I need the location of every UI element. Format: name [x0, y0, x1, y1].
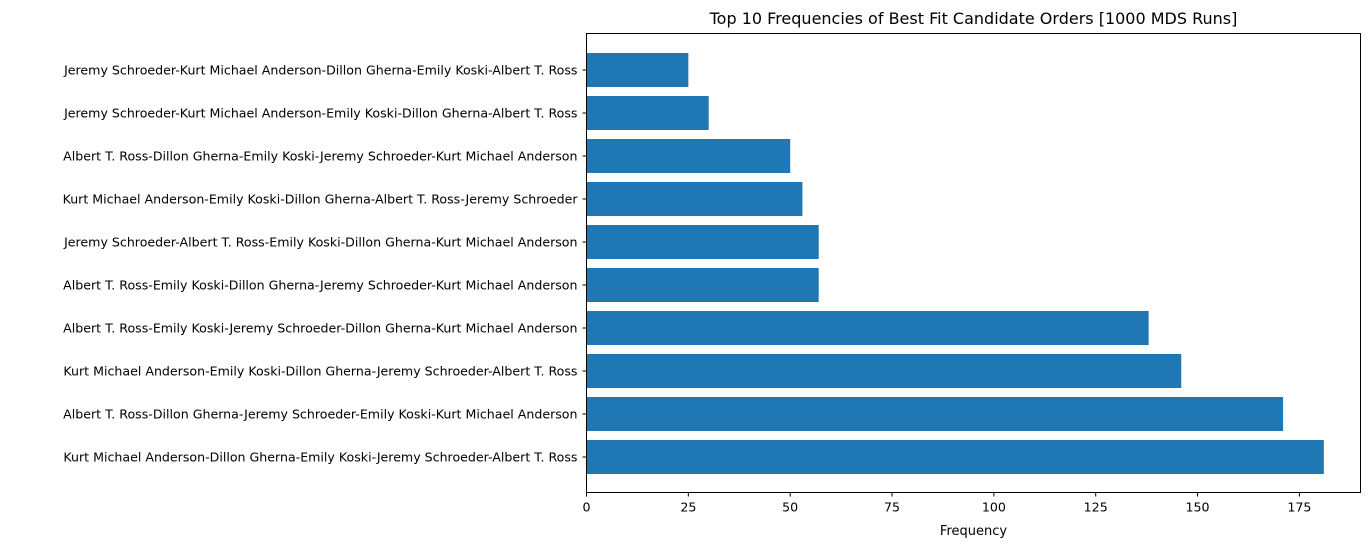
- bar: [586, 311, 1149, 345]
- x-tick-label: 50: [782, 500, 798, 515]
- bar: [586, 182, 803, 216]
- x-axis-label: Frequency: [940, 524, 1007, 539]
- y-tick-label: Kurt Michael Anderson-Emily Koski-Dillon…: [63, 364, 577, 379]
- y-tick-label: Jeremy Schroeder-Albert T. Ross-Emily Ko…: [63, 235, 577, 250]
- bar: [586, 397, 1284, 431]
- x-tick-label: 0: [582, 500, 590, 515]
- y-tick-label: Albert T. Ross-Dillon Gherna-Emily Koski…: [63, 149, 577, 164]
- y-tick-label: Albert T. Ross-Emily Koski-Jeremy Schroe…: [63, 321, 577, 336]
- bar: [586, 96, 709, 130]
- x-tick-label: 175: [1287, 500, 1311, 515]
- x-tick-label: 125: [1084, 500, 1108, 515]
- y-tick-label: Kurt Michael Anderson-Emily Koski-Dillon…: [63, 192, 579, 207]
- bar: [586, 268, 819, 302]
- x-axis-ticks: 0 25 50 75 100 125 150 175: [582, 492, 1311, 515]
- plot-frame: [586, 33, 1361, 493]
- x-tick-label: 25: [680, 500, 696, 515]
- y-tick-label: Jeremy Schroeder-Kurt Michael Anderson-E…: [63, 106, 577, 121]
- y-tick-label: Albert T. Ross-Dillon Gherna-Jeremy Schr…: [63, 407, 577, 422]
- x-tick-label: 100: [982, 500, 1006, 515]
- x-tick-label: 75: [884, 500, 900, 515]
- y-tick-label: Albert T. Ross-Emily Koski-Dillon Gherna…: [63, 278, 577, 293]
- bar: [586, 354, 1182, 388]
- bars: [586, 53, 1324, 474]
- bar: [586, 53, 689, 87]
- y-tick-label: Jeremy Schroeder-Kurt Michael Anderson-D…: [63, 63, 577, 78]
- y-tick-label: Kurt Michael Anderson-Dillon Gherna-Emil…: [63, 450, 577, 465]
- bar: [586, 139, 791, 173]
- bar: [586, 440, 1324, 474]
- chart-title: Top 10 Frequencies of Best Fit Candidate…: [709, 9, 1238, 28]
- bar: [586, 225, 819, 259]
- y-axis-ticks: Kurt Michael Anderson-Dillon Gherna-Emil…: [63, 63, 587, 465]
- x-tick-label: 150: [1186, 500, 1210, 515]
